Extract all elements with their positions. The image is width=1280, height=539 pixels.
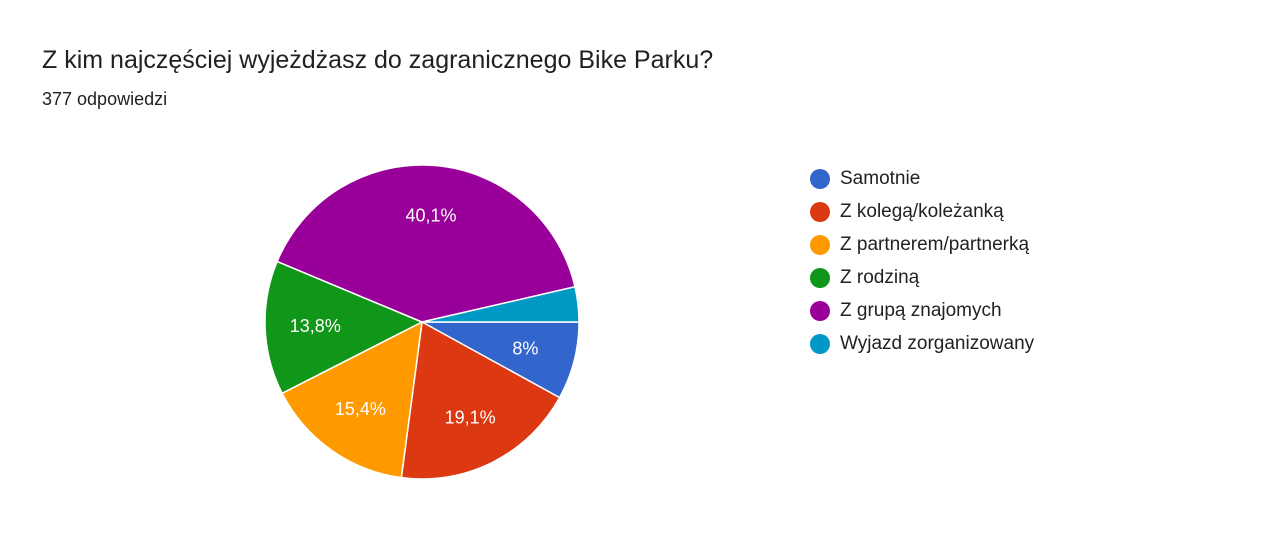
legend-item-samotnie[interactable]: Samotnie (810, 162, 1034, 195)
legend-swatch-icon (810, 333, 830, 354)
pie-slice-wyjazd-zorganizowany[interactable] (421, 285, 580, 323)
legend-label: Z grupą znajomych (840, 299, 1002, 321)
legend-label: Z rodziną (840, 266, 920, 288)
legend-swatch-icon (810, 234, 830, 255)
legend-item-wyjazd-zorganizowany[interactable]: Wyjazd zorganizowany (810, 327, 1034, 360)
pie-slice-z-grupa-znajomych[interactable] (276, 164, 576, 323)
legend-swatch-icon (810, 168, 830, 189)
legend-swatch-icon (810, 300, 830, 321)
legend-swatch-icon (810, 267, 830, 288)
pie-slice-z-kolega-kolezanka[interactable] (400, 320, 561, 480)
legend-item-z-grupa-znajomych[interactable]: Z grupą znajomych (810, 294, 1034, 327)
chart-legend: Samotnie Z kolegą/koleżanką Z partnerem/pa… (810, 162, 1034, 360)
pie-slice-z-partnerem-partnerka[interactable] (281, 320, 423, 479)
slice-label-z-rodzina: 13,8% (290, 316, 341, 336)
slice-label-z-grupa-znajomych: 40,1% (406, 206, 457, 226)
legend-swatch-icon (810, 201, 830, 222)
slice-label-samotnie: 8% (512, 339, 538, 359)
chart-title: Z kim najczęściej wyjeżdżasz do zagranic… (42, 46, 714, 74)
legend-label: Samotnie (840, 167, 921, 189)
pie-slice-z-rodzina[interactable] (264, 260, 424, 395)
slice-label-z-partnerem-partnerka: 15,4% (335, 399, 386, 419)
legend-item-z-rodzina[interactable]: Z rodziną (810, 261, 1034, 294)
legend-label: Wyjazd zorganizowany (840, 332, 1035, 354)
legend-label: Z partnerem/partnerką (840, 233, 1030, 255)
legend-label: Z kolegą/koleżanką (840, 200, 1004, 222)
response-count: 377 odpowiedzi (42, 89, 168, 109)
legend-item-z-kolega-kolezanka[interactable]: Z kolegą/koleżanką (810, 195, 1034, 228)
slice-label-z-kolega-kolezanka: 19,1% (445, 407, 496, 427)
legend-item-z-partnerem-partnerka[interactable]: Z partnerem/partnerką (810, 228, 1034, 261)
